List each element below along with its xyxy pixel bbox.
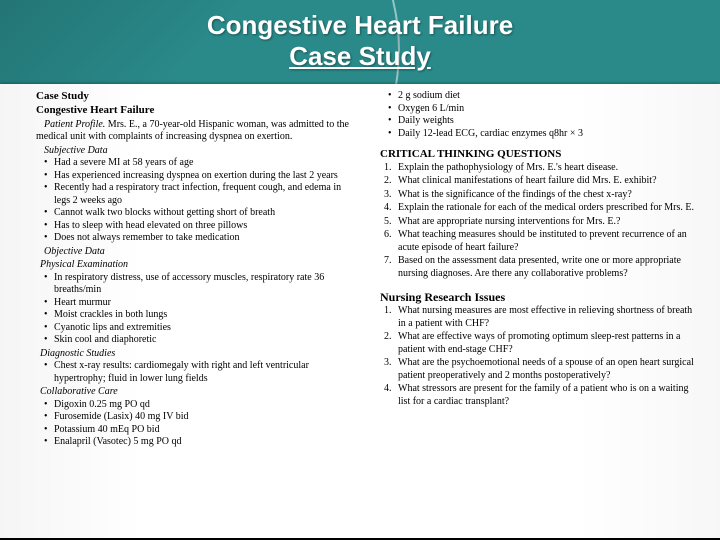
physical-label: Physical Examination [36, 259, 352, 272]
list-item: Based on the assessment data presented, … [384, 255, 696, 280]
list-item: Digoxin 0.25 mg PO qd [44, 399, 352, 412]
research-list: What nursing measures are most effective… [380, 305, 696, 408]
subjective-list: Had a severe MI at 58 years of age Has e… [36, 157, 352, 245]
list-item: What clinical manifestations of heart fa… [384, 175, 696, 188]
list-item: Explain the rationale for each of the me… [384, 202, 696, 215]
diag-label: Diagnostic Studies [36, 348, 352, 361]
list-item: Has experienced increasing dyspnea on ex… [44, 170, 352, 183]
list-item: Furosemide (Lasix) 40 mg IV bid [44, 411, 352, 424]
patient-profile: Patient Profile. Mrs. E., a 70-year-old … [36, 119, 352, 144]
list-item: What teaching measures should be institu… [384, 229, 696, 254]
list-item: In respiratory distress, use of accessor… [44, 272, 352, 297]
list-item: Enalapril (Vasotec) 5 mg PO qd [44, 436, 352, 449]
collab-list: Digoxin 0.25 mg PO qd Furosemide (Lasix)… [36, 399, 352, 449]
list-item: Oxygen 6 L/min [388, 103, 696, 116]
list-item: What stressors are present for the famil… [384, 383, 696, 408]
list-item: Daily 12-lead ECG, cardiac enzymes q8hr … [388, 128, 696, 141]
right-column: 2 g sodium diet Oxygen 6 L/min Daily wei… [366, 90, 702, 532]
list-item: What are appropriate nursing interventio… [384, 216, 696, 229]
list-item: 2 g sodium diet [388, 90, 696, 103]
list-item: Has to sleep with head elevated on three… [44, 220, 352, 233]
physical-list: In respiratory distress, use of accessor… [36, 272, 352, 347]
list-item: Potassium 40 mEq PO bid [44, 424, 352, 437]
list-item: Had a severe MI at 58 years of age [44, 157, 352, 170]
list-item: Does not always remember to take medicat… [44, 232, 352, 245]
slide-subtitle: Case Study [0, 41, 720, 72]
subjective-label: Subjective Data [36, 145, 352, 158]
list-item: Explain the pathophysiology of Mrs. E.'s… [384, 162, 696, 175]
critical-list: Explain the pathophysiology of Mrs. E.'s… [380, 162, 696, 281]
list-item: Skin cool and diaphoretic [44, 334, 352, 347]
list-item: Recently had a respiratory tract infecti… [44, 182, 352, 207]
slide-content: Case Study Congestive Heart Failure Pati… [0, 84, 720, 540]
list-item: Cannot walk two blocks without getting s… [44, 207, 352, 220]
list-item: What are the psychoemotional needs of a … [384, 357, 696, 382]
list-item: What is the significance of the findings… [384, 189, 696, 202]
list-item: Moist crackles in both lungs [44, 309, 352, 322]
diag-list: Chest x-ray results: cardiomegaly with r… [36, 360, 352, 385]
list-item: What are effective ways of promoting opt… [384, 331, 696, 356]
case-study-label: Case Study [36, 90, 352, 104]
topic-label: Congestive Heart Failure [36, 104, 352, 118]
slide-header: Congestive Heart Failure Case Study [0, 0, 720, 84]
list-item: Daily weights [388, 115, 696, 128]
research-label: Nursing Research Issues [380, 290, 696, 305]
collab-label: Collaborative Care [36, 386, 352, 399]
list-item: Heart murmur [44, 297, 352, 310]
slide-title: Congestive Heart Failure [0, 10, 720, 41]
list-item: Chest x-ray results: cardiomegaly with r… [44, 360, 352, 385]
collab-cont-list: 2 g sodium diet Oxygen 6 L/min Daily wei… [380, 90, 696, 140]
critical-label: CRITICAL THINKING QUESTIONS [380, 148, 696, 162]
list-item: Cyanotic lips and extremities [44, 322, 352, 335]
objective-label: Objective Data [36, 246, 352, 259]
list-item: What nursing measures are most effective… [384, 305, 696, 330]
left-column: Case Study Congestive Heart Failure Pati… [36, 90, 366, 532]
